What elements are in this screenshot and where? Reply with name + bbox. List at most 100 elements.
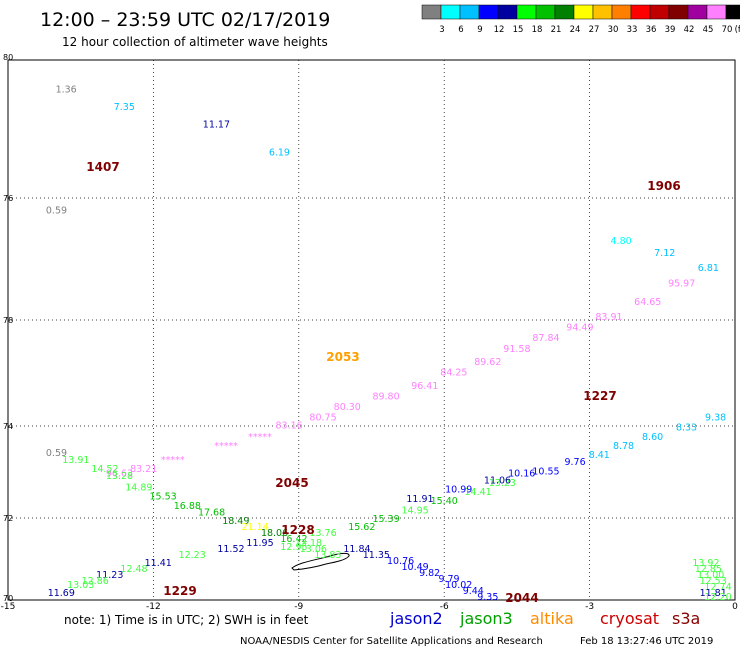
track-jason2: 9.388.338.608.788.419.7610.5510.1611.061… bbox=[406, 413, 726, 505]
wave-height-value: 11.52 bbox=[217, 544, 244, 555]
wave-height-value: 4.80 bbox=[611, 236, 632, 247]
longitude-labels: -15 -12 -9 -6 -3 0 bbox=[1, 602, 738, 612]
wave-height-value: 80.30 bbox=[334, 402, 361, 413]
wave-height-value: 9.82 bbox=[419, 568, 440, 579]
wave-height-value: 13.18 bbox=[295, 538, 322, 549]
map-border bbox=[7, 59, 736, 601]
wave-height-value: 64.65 bbox=[634, 297, 661, 308]
wave-height-value: 83.21 bbox=[130, 464, 157, 475]
legend-value: 6 bbox=[458, 25, 463, 35]
track-jason3: 0.5913.9114.5213.2814.8915.5316.8817.681… bbox=[46, 448, 516, 561]
pass-time-label: 1228 bbox=[281, 523, 314, 537]
wave-height-value: 6.19 bbox=[269, 148, 290, 159]
legend-swatch bbox=[478, 4, 499, 20]
pass-time-label: 2053 bbox=[326, 350, 359, 364]
track-altika: 4.80 7.12 6.81 bbox=[611, 236, 719, 274]
wave-height-value: 16.88 bbox=[174, 501, 201, 512]
wave-height-value: 10.49 bbox=[402, 562, 429, 573]
wave-height-value: ***** bbox=[161, 455, 185, 466]
wave-height-value: 15.40 bbox=[431, 496, 458, 507]
wave-height-value: 7.35 bbox=[114, 102, 135, 113]
wave-height-value: 10.99 bbox=[445, 485, 472, 496]
wave-height-value: 12.74 bbox=[704, 582, 731, 593]
footer-note: note: 1) Time is in UTC; 2) SWH is in fe… bbox=[64, 613, 309, 627]
satellite-legend-altika: altika bbox=[530, 609, 574, 628]
legend-swatch bbox=[630, 4, 651, 20]
wave-height-value: 8.41 bbox=[589, 450, 610, 461]
longitude-label: -6 bbox=[440, 602, 449, 612]
wave-height-value: 12.85 bbox=[695, 564, 722, 575]
legend-swatch bbox=[668, 4, 689, 20]
wave-height-value: 12.95 bbox=[280, 542, 307, 553]
legend-value: 42 bbox=[684, 25, 695, 35]
track-jason2: 1.36 7.35 11.17 6.19 0.59 bbox=[46, 84, 290, 216]
wave-height-value: 13.00 bbox=[697, 570, 724, 581]
wave-height-value: 91.58 bbox=[503, 344, 530, 355]
wave-height-value: 13.23 bbox=[489, 478, 516, 489]
wave-height-value: 0.59 bbox=[46, 448, 67, 459]
wave-height-value: 14.89 bbox=[125, 482, 152, 493]
wave-height-value: 9.79 bbox=[438, 574, 459, 585]
footer-timestamp: Feb 18 13:27:46 UTC 2019 bbox=[580, 636, 713, 647]
legend-swatch bbox=[687, 4, 708, 20]
satellite-legend-jason2: jason2 bbox=[389, 609, 443, 628]
wave-height-value: 12.23 bbox=[179, 550, 206, 561]
wave-height-value: 0.59 bbox=[46, 205, 67, 216]
legend-swatch bbox=[497, 4, 518, 20]
wave-height-value: 6.81 bbox=[698, 263, 719, 274]
wave-height-value: 95.97 bbox=[668, 278, 695, 289]
legend-value: 15 bbox=[513, 25, 524, 35]
legend-swatch bbox=[592, 4, 613, 20]
track-jason2: 11.69 bbox=[48, 588, 75, 599]
wave-height-value: 18.49 bbox=[222, 516, 249, 527]
legend-value: 21 bbox=[551, 25, 562, 35]
wave-height-value: 12.53 bbox=[700, 576, 727, 587]
footer-credit: NOAA/NESDIS Center for Satellite Applica… bbox=[240, 636, 543, 647]
satellite-legend-s3a: s3a bbox=[672, 609, 700, 628]
legend-value: 3 bbox=[439, 25, 444, 35]
wave-height-value: 8.78 bbox=[613, 441, 634, 452]
wave-height-value: ***** bbox=[248, 432, 272, 443]
latitude-label: 76 bbox=[3, 194, 13, 203]
wave-height-value: 11.41 bbox=[145, 558, 172, 569]
legend-value: 24 bbox=[570, 25, 581, 35]
jan-mayen-outline bbox=[291, 552, 350, 571]
wave-height-value: 12.20 bbox=[704, 592, 731, 603]
pass-time-label: 1229 bbox=[163, 584, 196, 598]
legend-value: 39 bbox=[665, 25, 676, 35]
wave-height-value: 89.62 bbox=[474, 357, 501, 368]
legend-swatch bbox=[611, 4, 632, 20]
wave-height-value: 13.92 bbox=[692, 558, 719, 569]
wave-height-value: 11.95 bbox=[246, 538, 273, 549]
wave-height-value: 89.80 bbox=[372, 392, 399, 403]
legend-swatch bbox=[440, 4, 461, 20]
wave-height-value: 8.60 bbox=[642, 432, 663, 443]
wave-height-value: 96.63 bbox=[106, 469, 133, 480]
legend-value: 12 bbox=[494, 25, 505, 35]
satellite-legend-jason3: jason3 bbox=[459, 609, 513, 628]
latitude-label: 72 bbox=[3, 514, 13, 523]
pass-time-label: 1407 bbox=[86, 160, 119, 174]
pass-time-label: 1227 bbox=[583, 389, 616, 403]
wave-height-value: 83.91 bbox=[595, 312, 622, 323]
wave-height-value: 15.53 bbox=[149, 492, 176, 503]
legend-swatch bbox=[535, 4, 556, 20]
wave-height-value: 87.84 bbox=[532, 333, 559, 344]
wave-height-value: 84.25 bbox=[440, 368, 467, 379]
wave-height-value: 11.35 bbox=[363, 550, 390, 561]
satellite-legend: jason2 jason3 altika cryosat s3a bbox=[389, 609, 700, 628]
legend-value: 18 bbox=[532, 25, 543, 35]
latitude-label: 78 bbox=[3, 316, 13, 325]
legend-unit: (ft) bbox=[735, 25, 740, 35]
pass-time-label: 2045 bbox=[275, 476, 308, 490]
wave-height-value: 9.44 bbox=[463, 586, 484, 597]
legend-value: 9 bbox=[477, 25, 482, 35]
wave-height-value: 8.33 bbox=[676, 423, 697, 434]
wave-height-value: 10.55 bbox=[532, 466, 559, 477]
wave-height-value: 17.68 bbox=[198, 508, 225, 519]
wave-height-value: 10.02 bbox=[445, 580, 472, 591]
